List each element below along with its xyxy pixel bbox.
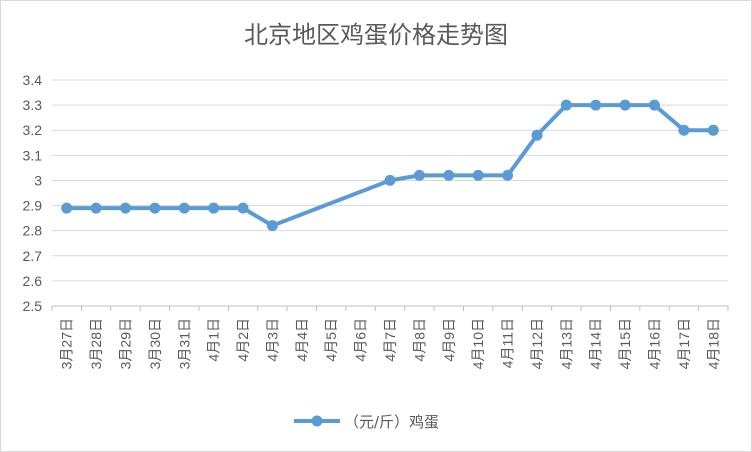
y-tick-label: 3.1	[23, 147, 43, 163]
data-point	[237, 202, 249, 214]
y-tick-label: 2.9	[23, 198, 43, 214]
x-tick-label: 4月5日	[323, 318, 339, 362]
data-point	[590, 99, 602, 111]
x-tick-label: 4月18日	[705, 318, 721, 369]
x-tick-label: 4月12日	[529, 318, 545, 369]
series-group	[61, 99, 719, 232]
x-tick-label: 3月31日	[176, 318, 192, 369]
x-axis-ticks: 3月27日 3月28日 3月29日 3月30日 3月31日 4月1日 4月2日 4月3日 4月4…	[51, 306, 729, 369]
legend-label: （元/斤）鸡蛋	[344, 413, 439, 431]
x-tick-label: 3月30日	[147, 318, 163, 369]
x-tick-label: 4月3日	[264, 318, 280, 362]
y-tick-label: 3.4	[23, 72, 43, 88]
x-tick-label: 4月9日	[441, 318, 457, 362]
gridlines	[52, 79, 728, 307]
x-tick-label: 4月17日	[676, 318, 692, 369]
y-axis-ticks: 3.4 3.3 3.2 3.1 3 2.9 2.8 2.7 2.6 2.5	[23, 72, 43, 314]
data-point	[120, 202, 131, 214]
y-tick-label: 2.8	[23, 223, 43, 239]
y-tick-label: 3	[34, 172, 42, 188]
series-line	[64, 103, 716, 228]
x-tick-label: 4月11日	[500, 318, 516, 368]
legend-marker-swatch	[311, 415, 323, 427]
data-point	[149, 202, 161, 214]
data-point	[619, 99, 631, 111]
data-point	[560, 99, 572, 111]
x-tick-label: 3月28日	[88, 318, 104, 369]
x-tick-label: 4月16日	[647, 318, 663, 369]
data-point	[443, 169, 455, 181]
x-tick-label: 4月2日	[235, 318, 251, 362]
y-tick-label: 2.6	[23, 273, 43, 289]
x-tick-label: 4月8日	[411, 318, 427, 362]
data-point	[90, 202, 102, 214]
data-point	[178, 202, 190, 214]
chart-title: 北京地区鸡蛋价格走势图	[244, 21, 508, 49]
y-tick-label: 2.7	[23, 248, 43, 264]
data-point	[707, 124, 719, 136]
data-point	[413, 169, 425, 181]
data-point	[649, 99, 660, 111]
data-point	[502, 169, 514, 181]
data-point	[531, 129, 543, 141]
x-tick-label: 4月6日	[353, 318, 369, 362]
x-tick-label: 3月27日	[59, 318, 75, 369]
x-tick-label: 4月10日	[470, 318, 486, 369]
y-tick-label: 3.3	[23, 97, 43, 113]
x-tick-label: 4月13日	[558, 318, 574, 369]
data-point	[61, 202, 73, 214]
x-tick-label: 3月29日	[117, 318, 133, 369]
data-point	[208, 202, 220, 214]
y-tick-label: 2.5	[23, 298, 43, 314]
data-point	[472, 169, 484, 181]
data-point	[678, 124, 690, 136]
data-point	[384, 174, 396, 186]
x-tick-label: 4月14日	[588, 318, 604, 369]
x-tick-label: 4月15日	[617, 318, 633, 369]
y-tick-label: 3.2	[23, 122, 43, 138]
legend: （元/斤）鸡蛋	[294, 413, 439, 431]
x-tick-label: 4月7日	[382, 318, 398, 362]
x-tick-label: 4月4日	[294, 318, 310, 362]
x-tick-label: 4月1日	[206, 318, 222, 362]
data-point	[266, 220, 278, 232]
